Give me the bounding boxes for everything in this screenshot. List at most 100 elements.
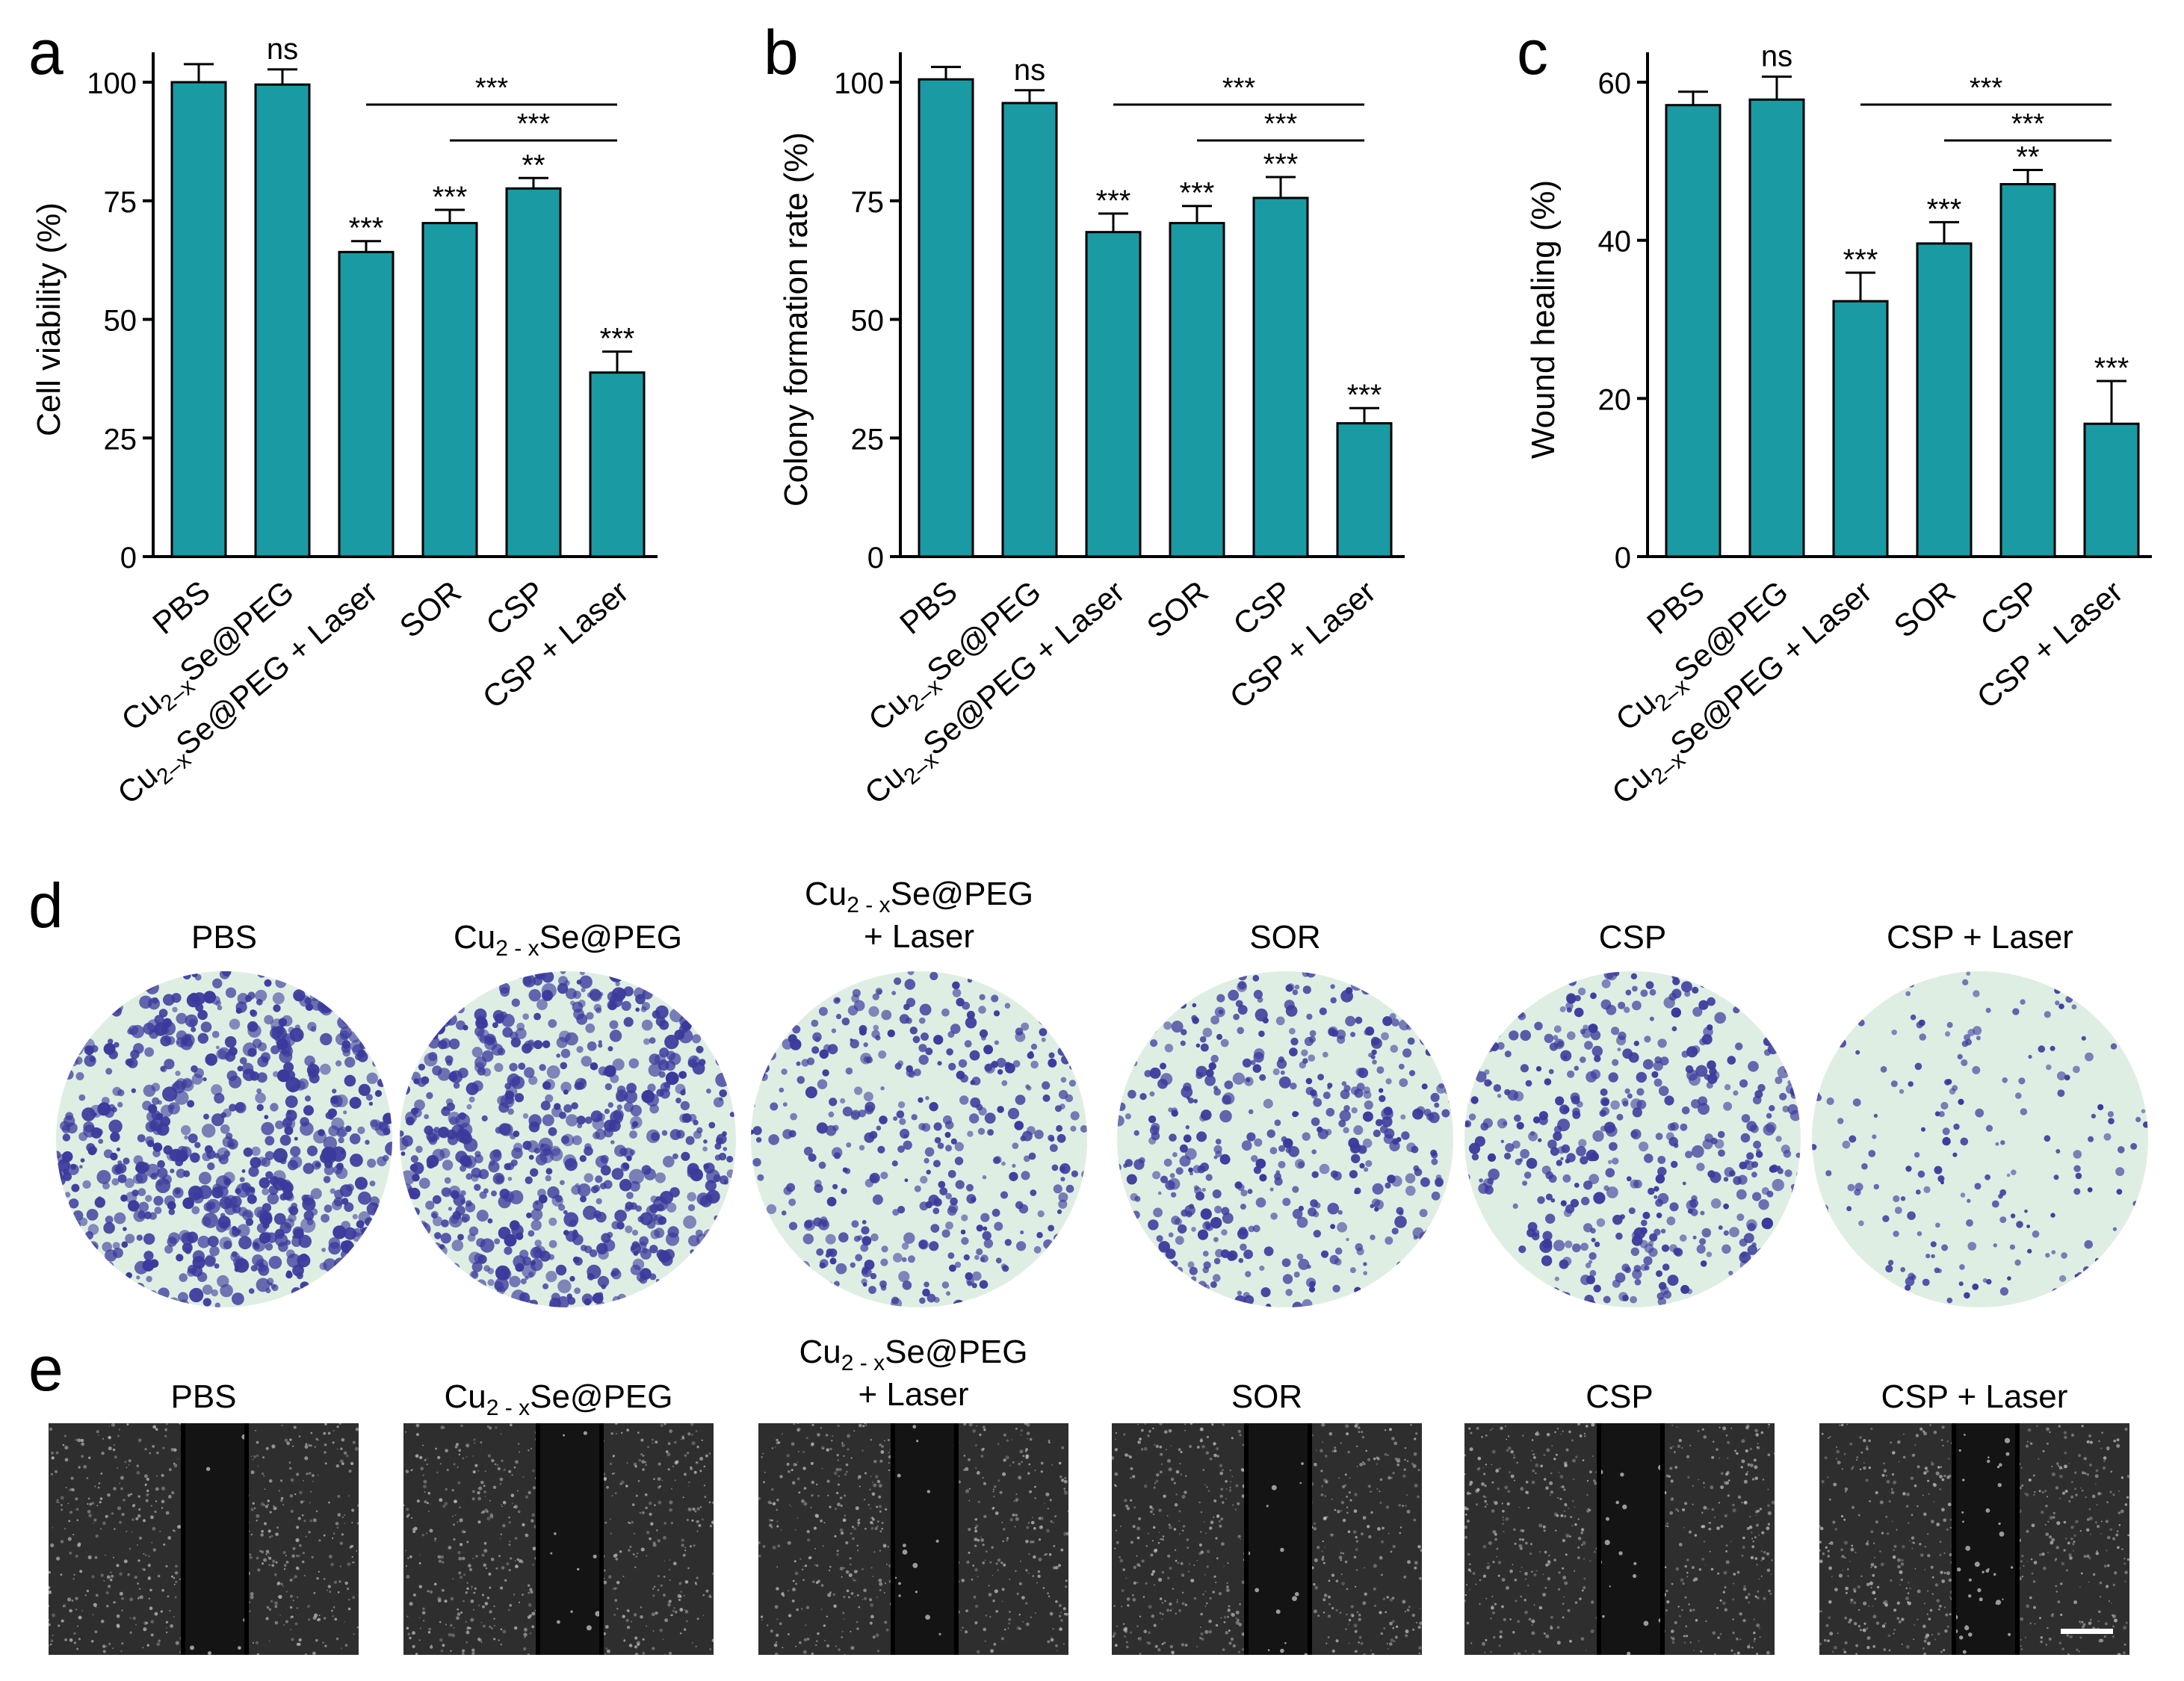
cell	[450, 1650, 452, 1653]
colony	[954, 1142, 964, 1151]
cell	[422, 1607, 425, 1610]
colony	[536, 971, 546, 980]
cell	[683, 1473, 687, 1476]
colony	[273, 1170, 286, 1183]
cell	[305, 1535, 307, 1538]
colony	[756, 976, 761, 982]
colony	[876, 1125, 882, 1131]
cell	[95, 1534, 99, 1538]
colony	[723, 1264, 735, 1278]
colony	[2084, 1239, 2093, 1249]
cell	[130, 1493, 133, 1496]
colony	[872, 993, 879, 1000]
colony	[1514, 975, 1519, 980]
cell	[657, 1539, 661, 1543]
colony	[1931, 1254, 1935, 1259]
colony	[893, 1253, 903, 1263]
cell	[605, 1647, 608, 1650]
colony	[1081, 993, 1087, 1000]
colony	[522, 1263, 536, 1278]
y-tick-label-c: 60	[1598, 67, 1632, 100]
colony	[474, 1062, 485, 1073]
cell	[708, 1501, 711, 1504]
cell	[51, 1451, 54, 1455]
colony	[1073, 1247, 1083, 1257]
colony	[270, 1284, 276, 1290]
colony	[863, 1042, 868, 1047]
colony	[569, 1219, 578, 1228]
colony	[257, 1056, 269, 1068]
colony	[925, 1047, 933, 1056]
cell	[142, 1519, 146, 1523]
colony	[579, 975, 593, 989]
significance-label-b-5: ***	[1347, 379, 1382, 412]
colony	[829, 1098, 838, 1106]
colony	[1058, 1036, 1064, 1043]
colony	[1636, 1071, 1647, 1083]
colony	[307, 1021, 317, 1032]
colony	[65, 1112, 74, 1121]
cell	[119, 1591, 123, 1596]
cell	[415, 1454, 419, 1458]
colony	[725, 1266, 735, 1277]
colony	[1169, 1133, 1177, 1142]
colony	[702, 1146, 708, 1152]
colony	[56, 988, 66, 997]
cell	[493, 1624, 495, 1626]
colony	[1594, 1241, 1600, 1248]
colony	[353, 994, 364, 1004]
colony	[278, 1298, 283, 1304]
colony	[717, 1269, 726, 1278]
colony	[1784, 1169, 1792, 1177]
colony	[125, 1233, 135, 1244]
colony	[113, 1248, 123, 1258]
cell	[285, 1620, 288, 1623]
cell	[486, 1597, 490, 1600]
y-tick-label-b: 50	[851, 305, 885, 338]
colony	[661, 1254, 673, 1266]
colony	[2116, 1189, 2123, 1195]
colony	[78, 1094, 86, 1101]
cell	[129, 1617, 132, 1619]
colony	[1201, 1187, 1206, 1192]
colony	[1603, 971, 1614, 979]
cell	[625, 1618, 629, 1622]
cell	[273, 1573, 277, 1576]
cell	[696, 1507, 700, 1511]
cell	[662, 1638, 664, 1640]
cell	[627, 1610, 630, 1612]
colony	[1067, 1274, 1074, 1281]
colony	[954, 1261, 962, 1269]
cell	[152, 1526, 156, 1531]
colony	[1350, 1032, 1356, 1038]
colony	[2103, 1133, 2112, 1141]
colony	[2020, 999, 2026, 1005]
cell	[532, 1469, 535, 1473]
colony	[58, 1214, 66, 1222]
colony	[1054, 1233, 1063, 1243]
cell	[460, 1611, 463, 1614]
colony	[556, 1053, 561, 1058]
colony	[1298, 1161, 1305, 1168]
cell	[606, 1649, 610, 1653]
colony	[161, 1021, 176, 1036]
colony	[687, 1279, 693, 1285]
colony	[58, 1222, 70, 1233]
colony	[1879, 971, 1888, 979]
colony	[1081, 1034, 1087, 1042]
colony	[1473, 1256, 1483, 1267]
colony	[1917, 1231, 1922, 1236]
colony	[979, 994, 986, 1000]
colony	[586, 1012, 594, 1020]
colony	[450, 1071, 457, 1078]
colony	[1364, 1100, 1373, 1110]
colony	[401, 1298, 415, 1307]
cell	[427, 1458, 428, 1459]
colony	[533, 1040, 543, 1050]
colony	[1148, 1265, 1158, 1275]
cell	[135, 1517, 139, 1520]
cell	[81, 1455, 84, 1458]
colony	[245, 1218, 254, 1226]
colony	[1311, 1117, 1320, 1127]
cell	[291, 1554, 295, 1558]
